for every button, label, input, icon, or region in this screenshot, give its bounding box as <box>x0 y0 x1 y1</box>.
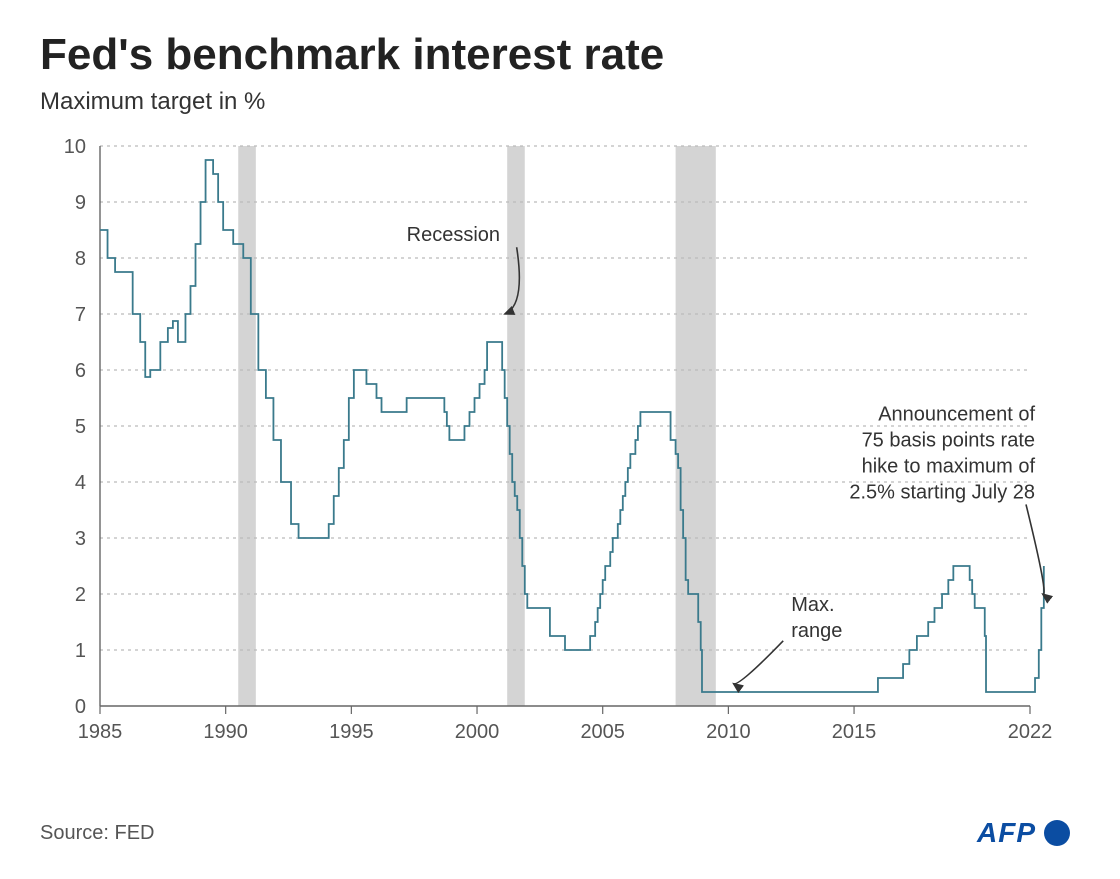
y-tick-label: 1 <box>75 640 86 662</box>
x-tick-label: 1995 <box>329 721 374 743</box>
y-tick-label: 9 <box>75 192 86 214</box>
chart-svg: 0 1 2 3 4 5 6 7 8 9 10 1985 1990 1995 2000 2005 2010 2015… <box>40 136 1070 756</box>
source-label: Source: FED <box>40 822 154 845</box>
footer: Source: FED AFP <box>40 817 1070 849</box>
afp-logo: AFP <box>977 817 1070 849</box>
x-tick-label: 2010 <box>706 721 751 743</box>
x-tick-label: 2022 <box>1008 721 1053 743</box>
chart-area: 0 1 2 3 4 5 6 7 8 9 10 1985 1990 1995 2000 2005 2010 2015… <box>40 136 1070 756</box>
hike-label: Announcement of75 basis points ratehike … <box>849 403 1035 503</box>
recession-label: Recession <box>407 224 500 246</box>
x-tick-label: 1985 <box>78 721 123 743</box>
y-tick-label: 4 <box>75 472 86 494</box>
y-tick-label: 0 <box>75 696 86 718</box>
afp-logo-dot <box>1044 820 1070 846</box>
y-tick-label: 6 <box>75 360 86 382</box>
y-tick-label: 3 <box>75 528 86 550</box>
x-tick-label: 2015 <box>832 721 877 743</box>
x-tick-label: 2000 <box>455 721 500 743</box>
chart-subtitle: Maximum target in % <box>40 88 1070 116</box>
y-tick-label: 7 <box>75 304 86 326</box>
y-tick-label: 10 <box>64 136 86 158</box>
hike-label-arrow <box>1026 504 1044 594</box>
y-tick-label: 2 <box>75 584 86 606</box>
y-tick-label: 8 <box>75 248 86 270</box>
max-range-label: Max.range <box>791 594 842 642</box>
max-range-label-arrow <box>733 641 783 684</box>
y-tick-label: 5 <box>75 416 86 438</box>
afp-logo-text: AFP <box>977 817 1036 849</box>
x-tick-label: 2005 <box>580 721 625 743</box>
x-tick-label: 1990 <box>203 721 248 743</box>
chart-title: Fed's benchmark interest rate <box>40 30 1070 80</box>
